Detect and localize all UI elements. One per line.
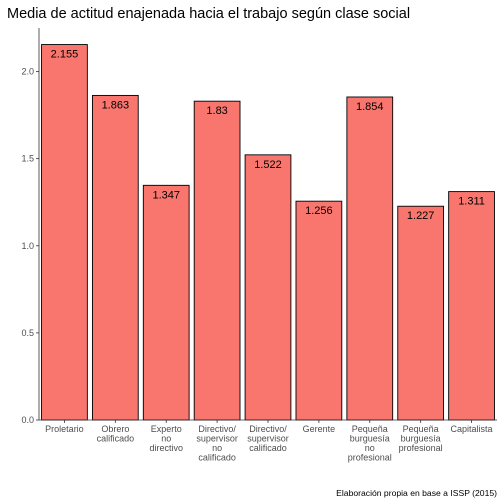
bar-value-label: 1.347 <box>152 189 180 201</box>
x-tick-label: Capitalista <box>451 424 493 434</box>
x-tick-label: Proletario <box>45 424 84 434</box>
x-tick-label: Pequeña burguesía profesional <box>399 424 443 453</box>
bar-value-label: 1.522 <box>254 159 282 171</box>
bar <box>448 191 495 421</box>
bars: 2.155 1.863 1.347 1.83 1.522 1.256 1.854 1.227 1… <box>41 44 495 421</box>
y-tick-label: 2.0 <box>21 67 34 77</box>
bar-value-label: 2.155 <box>51 49 79 61</box>
bar <box>346 96 394 421</box>
y-tick-label: 1.5 <box>21 154 34 164</box>
bar <box>142 184 190 421</box>
x-tick-label: Directivo/supervisor no calificado <box>196 424 238 463</box>
x-tick-label: Gerente <box>303 424 336 434</box>
bar-value-label: 1.227 <box>407 210 435 222</box>
bar <box>244 154 292 421</box>
chart-title: Media de actitud enajenada hacia el trab… <box>7 6 410 22</box>
y-axis: 0.0 0.5 1.0 1.5 2.0 <box>21 28 40 425</box>
x-tick-label: Experto no directivo <box>149 424 183 453</box>
bar <box>295 200 343 421</box>
bar <box>193 100 241 421</box>
y-tick-label: 0.0 <box>21 415 34 425</box>
chart-caption: Elaboración propia en base a ISSP (2015) <box>336 488 497 498</box>
x-tick-label: Directivo/supervisor calificado <box>247 424 289 453</box>
bar <box>91 94 139 421</box>
bar-value-label: 1.83 <box>206 105 227 117</box>
x-tick-label: Pequeña burguesía no profesional <box>348 424 392 463</box>
bar-value-label: 1.311 <box>458 196 485 208</box>
bar <box>397 205 445 421</box>
bar-value-label: 1.854 <box>356 101 384 113</box>
x-tick-label: Obrero calificado <box>97 424 135 444</box>
y-tick-label: 1.0 <box>21 241 34 251</box>
y-tick-label: 0.5 <box>21 328 34 338</box>
bar-value-label: 1.256 <box>305 205 333 217</box>
x-axis: Proletario Obrero calificado Experto no direc… <box>39 419 497 463</box>
bar-value-label: 1.863 <box>102 99 130 111</box>
bar <box>41 44 88 421</box>
